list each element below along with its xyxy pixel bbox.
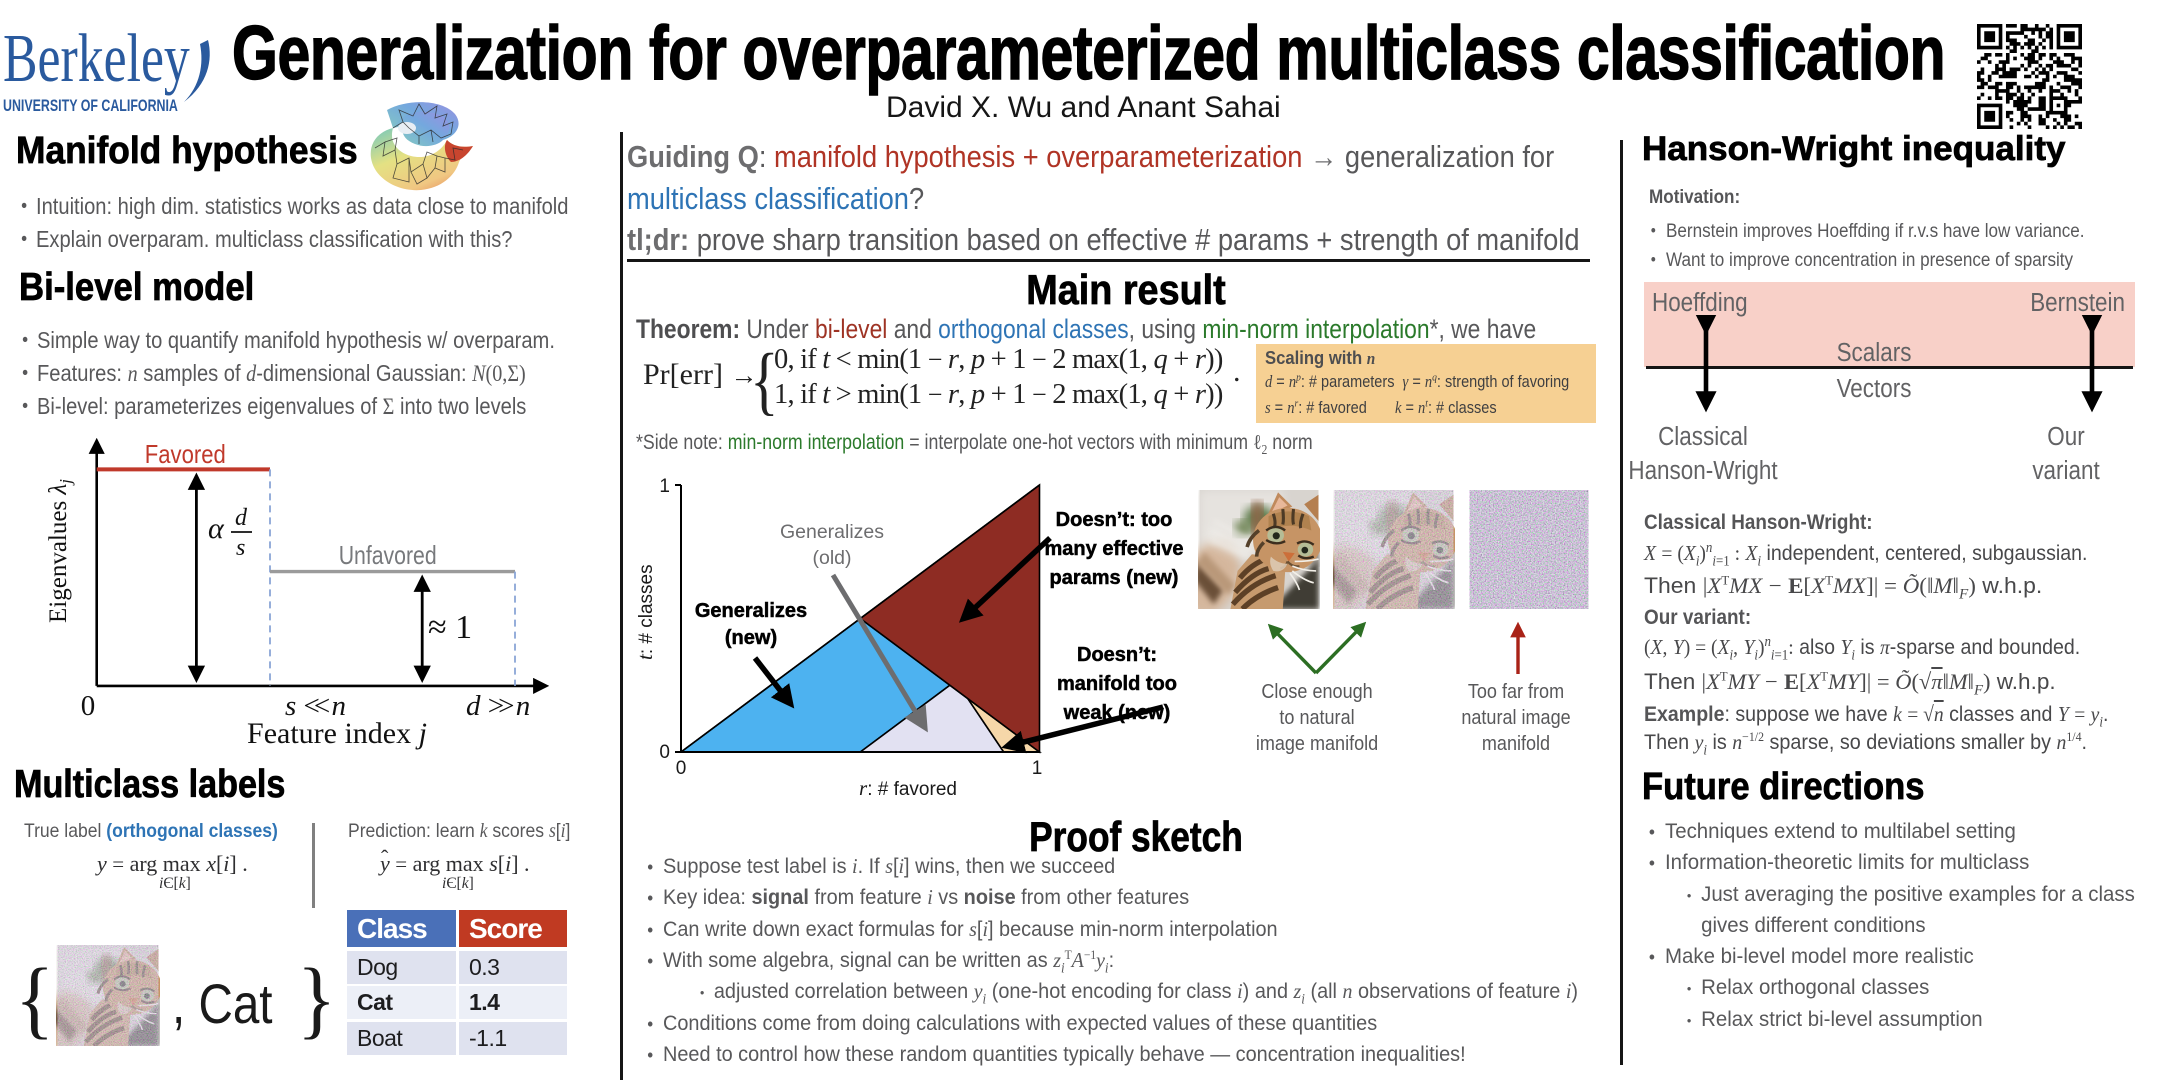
svg-text:(new): (new) bbox=[725, 627, 777, 649]
svg-text:Favored: Favored bbox=[145, 439, 226, 469]
svg-text:s << n: s << n bbox=[285, 690, 346, 722]
svg-text:Doesn’t:: Doesn’t: bbox=[1077, 644, 1157, 666]
svg-text:Eigenvalues λj: Eigenvalues λj bbox=[45, 479, 75, 623]
svg-text:α: α bbox=[208, 512, 225, 545]
svg-text:Feature index j: Feature index j bbox=[247, 717, 427, 750]
svg-text:Doesn’t: too: Doesn’t: too bbox=[1056, 509, 1173, 531]
svg-text:1: 1 bbox=[659, 476, 670, 497]
svg-text:0: 0 bbox=[676, 758, 687, 779]
svg-text:d: d bbox=[235, 505, 248, 531]
svg-text:many effective: many effective bbox=[1045, 538, 1184, 560]
svg-text:s: s bbox=[236, 535, 245, 561]
svg-text:r: # favored: r: # favored bbox=[859, 776, 957, 800]
svg-text:0: 0 bbox=[659, 742, 670, 763]
svg-text:manifold too: manifold too bbox=[1057, 673, 1177, 695]
svg-text:≈ 1: ≈ 1 bbox=[428, 609, 472, 646]
svg-text:(old): (old) bbox=[812, 547, 851, 569]
svg-text:Generalizes: Generalizes bbox=[780, 521, 884, 543]
svg-text:weak (new): weak (new) bbox=[1063, 702, 1171, 724]
svg-text:Unfavored: Unfavored bbox=[339, 540, 437, 570]
svg-text:d >> n: d >> n bbox=[466, 690, 530, 722]
svg-text:0: 0 bbox=[81, 690, 96, 722]
svg-text:Generalizes: Generalizes bbox=[695, 600, 807, 622]
svg-text:params (new): params (new) bbox=[1050, 567, 1179, 589]
svg-text:1: 1 bbox=[1032, 758, 1043, 779]
svg-text:t: # classes: t: # classes bbox=[633, 564, 657, 660]
